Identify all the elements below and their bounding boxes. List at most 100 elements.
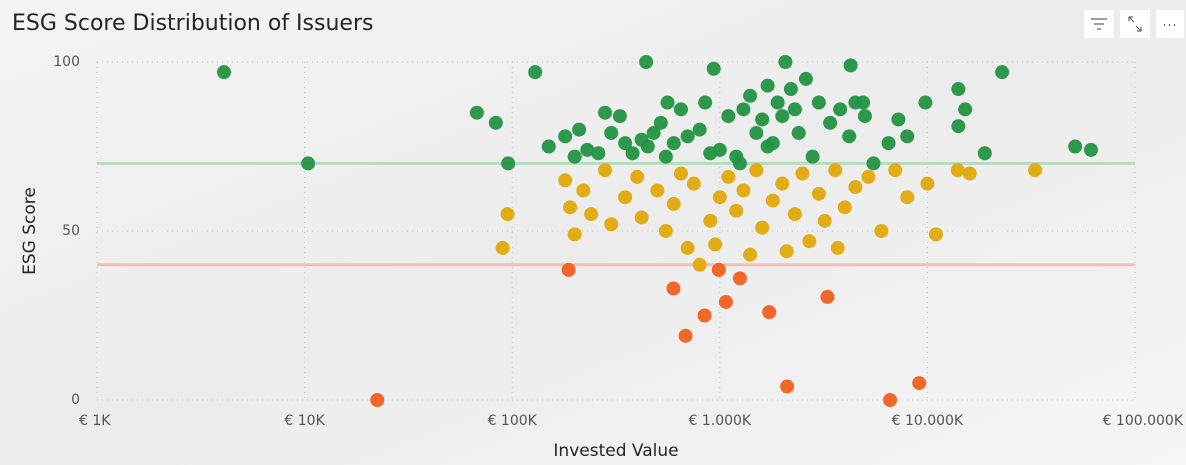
data-point xyxy=(646,125,661,140)
data-point xyxy=(951,82,966,97)
data-point xyxy=(604,217,619,232)
y-axis-label: ESG Score xyxy=(20,187,40,275)
data-point xyxy=(888,163,903,178)
data-point xyxy=(755,112,770,127)
data-point xyxy=(692,122,707,137)
x-tick-label: € 10.000K xyxy=(892,413,964,429)
data-point xyxy=(780,379,795,394)
data-point xyxy=(874,224,889,238)
data-point xyxy=(501,156,516,171)
data-point xyxy=(591,146,606,161)
data-point xyxy=(817,213,832,228)
data-point xyxy=(743,88,758,103)
data-point xyxy=(718,294,733,309)
data-point xyxy=(779,244,794,259)
data-point xyxy=(950,163,965,178)
data-point xyxy=(708,237,723,252)
x-axis-label: Invested Value xyxy=(553,441,678,461)
data-point xyxy=(823,115,838,130)
data-point xyxy=(833,102,848,117)
y-tick-label: 50 xyxy=(62,223,80,239)
data-point xyxy=(798,71,813,86)
data-point xyxy=(528,65,543,80)
data-point xyxy=(811,95,826,110)
data-point xyxy=(749,125,764,140)
data-point xyxy=(770,95,785,110)
data-point xyxy=(558,129,573,144)
data-point xyxy=(775,109,790,124)
data-point xyxy=(598,105,613,120)
data-point xyxy=(848,95,863,110)
data-point xyxy=(673,102,688,117)
data-point xyxy=(703,146,718,161)
data-point xyxy=(842,129,857,144)
data-point xyxy=(721,109,736,124)
data-point xyxy=(787,102,802,117)
x-tick-label: € 1K xyxy=(79,413,111,429)
data-point xyxy=(686,176,701,191)
data-point xyxy=(1068,139,1083,154)
data-point xyxy=(962,166,977,181)
data-point xyxy=(612,109,627,124)
data-point xyxy=(673,166,688,181)
data-point xyxy=(743,247,758,262)
data-point xyxy=(639,55,654,69)
data-point xyxy=(567,227,582,242)
data-point xyxy=(775,176,790,191)
data-point xyxy=(697,308,712,323)
data-point xyxy=(755,220,770,235)
data-point xyxy=(658,224,673,238)
data-point xyxy=(837,200,852,215)
data-point xyxy=(861,169,876,184)
data-point xyxy=(820,289,835,304)
data-point xyxy=(698,95,713,110)
data-point xyxy=(920,176,935,191)
data-point xyxy=(762,305,777,320)
data-point xyxy=(848,180,863,195)
data-point xyxy=(795,166,810,181)
data-point xyxy=(891,112,906,127)
data-point xyxy=(1084,142,1099,157)
data-point xyxy=(666,196,681,211)
data-point xyxy=(604,125,619,140)
focus-button[interactable] xyxy=(1120,10,1150,38)
toolbar xyxy=(1084,10,1184,38)
data-point xyxy=(495,240,510,255)
data-point xyxy=(703,213,718,228)
data-point xyxy=(881,136,896,151)
data-point xyxy=(658,149,673,164)
data-point xyxy=(843,58,858,73)
data-point xyxy=(469,105,484,120)
data-point xyxy=(951,119,966,134)
data-point xyxy=(563,200,578,215)
data-point xyxy=(580,142,595,157)
data-point xyxy=(918,95,933,110)
data-point xyxy=(830,240,845,255)
data-point xyxy=(630,169,645,184)
data-point xyxy=(811,186,826,201)
data-point xyxy=(666,136,681,151)
data-point xyxy=(802,234,817,249)
data-point xyxy=(912,376,927,391)
data-point xyxy=(660,95,675,110)
data-point xyxy=(618,190,633,205)
data-point xyxy=(787,207,802,222)
data-point xyxy=(732,271,747,286)
data-point xyxy=(900,129,915,144)
data-point xyxy=(995,65,1010,80)
data-point xyxy=(760,78,775,93)
data-point xyxy=(618,136,633,151)
data-point xyxy=(857,109,872,124)
data-point xyxy=(706,61,721,76)
x-tick-label: € 100.000K xyxy=(1103,413,1184,429)
data-point xyxy=(370,393,385,407)
data-point xyxy=(712,190,727,205)
data-point xyxy=(584,207,599,222)
data-point xyxy=(680,240,695,255)
data-point xyxy=(760,139,775,154)
data-point xyxy=(729,203,744,218)
data-point xyxy=(749,163,764,178)
data-point xyxy=(558,173,573,188)
data-point xyxy=(666,281,681,296)
